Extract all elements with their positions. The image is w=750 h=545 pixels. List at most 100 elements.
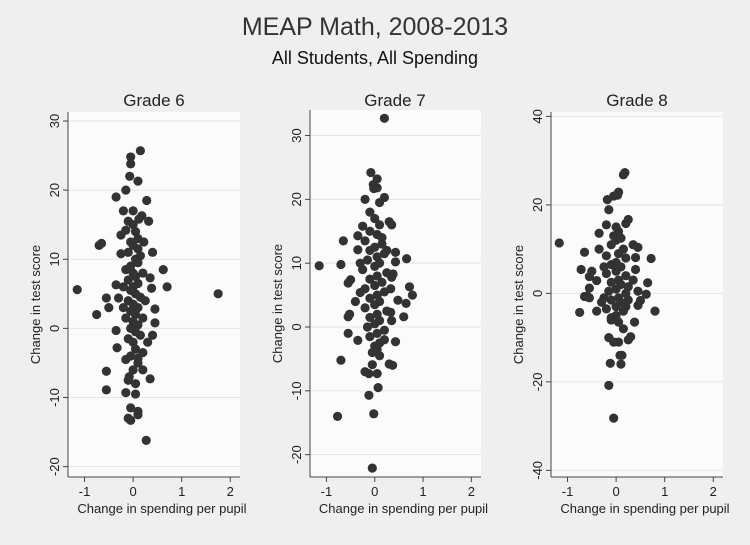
data-point xyxy=(641,289,651,299)
data-point xyxy=(601,220,611,230)
y-tick-label: 30 xyxy=(289,128,304,142)
data-point xyxy=(365,331,375,342)
y-tick-label: 30 xyxy=(47,114,62,128)
data-point xyxy=(387,220,397,230)
data-point xyxy=(370,280,380,291)
data-point xyxy=(605,358,615,368)
data-point xyxy=(646,253,656,264)
data-point xyxy=(633,242,643,252)
data-point xyxy=(111,280,121,290)
data-point xyxy=(599,262,609,272)
data-point xyxy=(162,282,172,292)
x-axis-label: Change in spending per pupil xyxy=(560,501,729,516)
x-tick-label: -1 xyxy=(321,484,333,499)
data-point xyxy=(145,374,155,384)
data-point xyxy=(355,258,365,268)
data-point xyxy=(135,330,145,340)
data-point xyxy=(613,248,624,259)
data-point xyxy=(382,306,392,316)
data-point xyxy=(360,236,370,246)
data-point xyxy=(601,251,611,261)
x-tick-label: 0 xyxy=(371,484,378,499)
data-point xyxy=(373,383,383,393)
data-point xyxy=(579,247,590,257)
data-point xyxy=(633,300,643,310)
x-tick-label: -1 xyxy=(79,484,91,499)
x-tick-label: 0 xyxy=(612,484,619,499)
data-point xyxy=(382,268,392,278)
data-point xyxy=(618,306,628,316)
data-point xyxy=(123,275,133,285)
data-point xyxy=(138,268,148,278)
data-point xyxy=(370,213,380,224)
data-point xyxy=(618,170,628,180)
data-point xyxy=(630,252,641,263)
data-point xyxy=(606,260,616,270)
data-point xyxy=(128,365,138,375)
data-point xyxy=(364,390,374,400)
y-tick-label: -10 xyxy=(289,381,304,400)
data-point xyxy=(604,286,614,296)
data-point xyxy=(133,176,143,186)
data-point xyxy=(643,278,653,288)
data-point xyxy=(621,271,631,281)
data-point xyxy=(576,264,586,275)
data-point xyxy=(130,389,141,399)
chart-subtitle: All Students, All Spending xyxy=(271,48,479,68)
x-tick-label: 2 xyxy=(468,484,475,499)
data-point xyxy=(366,167,376,178)
data-point xyxy=(146,283,157,293)
data-point xyxy=(404,282,415,292)
data-point xyxy=(374,220,385,230)
data-point xyxy=(130,226,141,237)
data-point xyxy=(353,245,363,255)
data-point xyxy=(128,337,138,347)
data-point xyxy=(402,254,412,264)
y-tick-label: 10 xyxy=(289,256,304,270)
data-point xyxy=(372,369,382,379)
data-point xyxy=(362,322,373,332)
data-point xyxy=(399,312,409,322)
y-axis-label: Change in test score xyxy=(511,245,526,364)
plot-area xyxy=(68,112,240,477)
data-point xyxy=(367,463,377,473)
data-point xyxy=(338,236,348,246)
data-point xyxy=(121,388,131,398)
data-point xyxy=(584,283,594,293)
data-point xyxy=(150,318,160,328)
y-tick-label: -20 xyxy=(47,457,62,476)
data-point xyxy=(118,282,128,292)
data-point xyxy=(123,247,133,257)
panel-title: Grade 8 xyxy=(606,91,667,110)
data-point xyxy=(130,379,141,389)
data-point xyxy=(650,306,660,316)
data-point xyxy=(112,343,122,353)
data-point xyxy=(377,233,387,243)
data-point xyxy=(147,247,158,257)
data-point xyxy=(138,365,148,375)
data-point xyxy=(611,266,621,276)
y-tick-label: 20 xyxy=(289,192,304,206)
data-point xyxy=(213,289,223,299)
data-point xyxy=(314,261,324,271)
data-point xyxy=(618,324,628,334)
x-tick-label: 2 xyxy=(227,484,234,499)
data-point xyxy=(138,313,148,323)
data-point xyxy=(96,238,107,248)
data-point xyxy=(130,344,141,354)
data-point xyxy=(370,319,380,329)
data-point xyxy=(604,205,614,215)
data-point xyxy=(606,240,616,250)
data-point xyxy=(365,293,375,303)
data-point xyxy=(388,360,398,370)
data-point xyxy=(617,350,627,360)
y-tick-label: 20 xyxy=(530,198,545,212)
data-point xyxy=(630,264,641,275)
data-point xyxy=(345,275,356,285)
data-point xyxy=(360,194,370,204)
data-point xyxy=(407,290,418,300)
data-point xyxy=(594,244,604,254)
data-point xyxy=(604,380,614,391)
